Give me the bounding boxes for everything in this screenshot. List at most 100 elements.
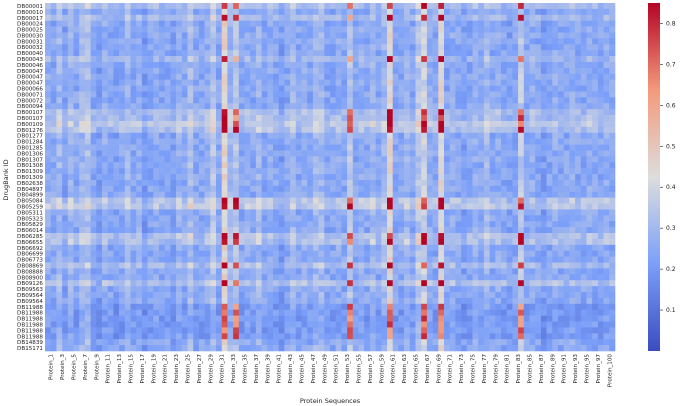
heatmap-cell: [284, 85, 291, 92]
heatmap-cell: [569, 14, 576, 21]
heatmap-cell: [79, 132, 86, 139]
heatmap-cell: [461, 20, 468, 27]
heatmap-cell: [415, 126, 422, 134]
heatmap-cell: [176, 32, 183, 39]
heatmap-cell: [381, 132, 388, 139]
heatmap-cell: [170, 215, 177, 222]
heatmap-cell: [84, 185, 91, 193]
heatmap-cell: [609, 32, 616, 39]
heatmap-cell: [244, 126, 251, 134]
heatmap-cell: [586, 144, 593, 151]
heatmap-cell: [352, 67, 359, 75]
heatmap-cell: [96, 132, 103, 139]
heatmap-cell: [295, 14, 302, 21]
heatmap-cell: [398, 244, 405, 252]
heatmap-cell: [512, 168, 519, 175]
heatmap-cell: [421, 227, 428, 234]
heatmap-cell: [107, 174, 114, 181]
heatmap-cell: [62, 262, 69, 269]
heatmap-cell: [523, 32, 530, 39]
heatmap-cell: [312, 156, 319, 163]
heatmap-cell: [102, 150, 108, 157]
heatmap-cell: [347, 286, 354, 293]
heatmap-cell: [273, 144, 279, 151]
heatmap-cell: [472, 97, 479, 104]
heatmap-cell: [198, 97, 205, 104]
heatmap-cell: [233, 115, 240, 122]
heatmap-cell: [210, 120, 217, 128]
heatmap-cell: [586, 185, 593, 193]
heatmap-cell: [176, 26, 183, 33]
heatmap-cell: [535, 221, 542, 228]
heatmap-cell: [141, 144, 148, 151]
heatmap-cell: [301, 50, 308, 57]
heatmap-cell: [284, 274, 291, 281]
heatmap-cell: [609, 280, 616, 287]
heatmap-cell: [387, 56, 393, 63]
heatmap-cell: [586, 227, 593, 234]
heatmap-cell: [421, 156, 428, 163]
heatmap-cell: [495, 209, 502, 216]
heatmap-cell: [444, 286, 450, 293]
heatmap-cell: [187, 156, 194, 163]
heatmap-cell: [198, 233, 205, 240]
heatmap-cell: [518, 3, 525, 10]
heatmap-cell: [586, 191, 593, 198]
heatmap-cell: [45, 61, 51, 69]
heatmap-cell: [409, 292, 416, 299]
heatmap-cell: [216, 138, 222, 145]
heatmap-cell: [250, 20, 257, 27]
heatmap-cell: [159, 14, 165, 21]
heatmap-cell: [204, 227, 211, 234]
heatmap-cell: [141, 79, 148, 86]
heatmap-cell: [84, 238, 91, 246]
heatmap-cell: [592, 227, 599, 234]
heatmap-cell: [187, 268, 194, 275]
heatmap-cell: [238, 168, 245, 175]
heatmap-cell: [50, 168, 57, 175]
heatmap-cell: [130, 67, 137, 75]
heatmap-cell: [523, 132, 530, 139]
heatmap-cell: [347, 20, 354, 27]
heatmap-cell: [341, 244, 348, 252]
heatmap-cell: [358, 97, 365, 104]
heatmap-cell: [552, 238, 559, 246]
heatmap-cell: [119, 256, 126, 263]
heatmap-cell: [381, 268, 388, 275]
heatmap-cell: [278, 79, 285, 86]
heatmap-cell: [409, 227, 416, 234]
heatmap-cell: [540, 120, 547, 128]
heatmap-cell: [358, 227, 365, 234]
heatmap-cell: [50, 174, 57, 181]
heatmap-cell: [50, 250, 57, 257]
heatmap-cell: [330, 203, 336, 210]
heatmap-cell: [466, 126, 473, 134]
heatmap-cell: [552, 203, 559, 210]
heatmap-cell: [233, 14, 240, 21]
heatmap-cell: [170, 26, 177, 33]
heatmap-cell: [415, 227, 422, 234]
heatmap-cell: [284, 91, 291, 98]
heatmap-cell: [238, 132, 245, 139]
heatmap-cell: [330, 56, 336, 63]
heatmap-cell: [56, 144, 63, 151]
heatmap-cell: [426, 115, 433, 122]
heatmap-cell: [307, 256, 314, 263]
heatmap-cell: [483, 8, 490, 16]
heatmap-cell: [358, 8, 365, 16]
heatmap-cell: [307, 156, 314, 163]
heatmap-cell: [575, 26, 582, 33]
heatmap-cell: [603, 286, 610, 293]
heatmap-cell: [216, 191, 222, 198]
heatmap-cell: [426, 238, 433, 246]
heatmap-cell: [335, 256, 342, 263]
heatmap-cell: [261, 20, 268, 27]
heatmap-cell: [341, 138, 348, 145]
heatmap-cell: [432, 56, 439, 63]
heatmap-cell: [73, 61, 80, 69]
heatmap-cell: [546, 174, 553, 181]
heatmap-cell: [159, 250, 165, 257]
heatmap-cell: [147, 3, 154, 10]
heatmap-cell: [324, 126, 331, 134]
heatmap-cell: [113, 162, 120, 169]
